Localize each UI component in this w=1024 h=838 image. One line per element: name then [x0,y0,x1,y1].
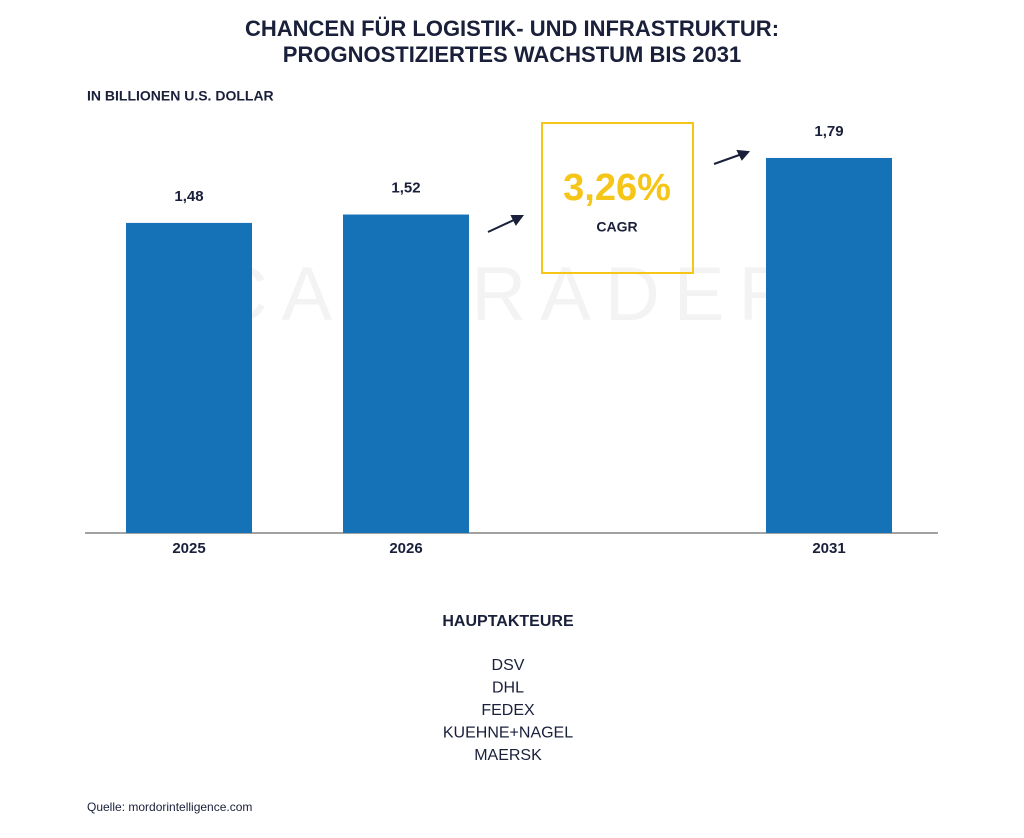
cagr-label: CAGR [596,219,637,235]
watermark: CAPTRADER [213,252,808,337]
x-tick-label: 2031 [812,540,845,557]
x-tick-label: 2025 [172,540,205,557]
player: MAERSK [474,747,542,764]
cagr-value: 3,26% [563,167,671,209]
bar [343,214,469,533]
x-tick-label: 2026 [389,540,422,557]
cagr-box [541,122,694,274]
chart-subtitle: IN BILLIONEN U.S. DOLLAR [87,88,274,104]
source: Quelle: mordorintelligence.com [87,800,252,814]
player: FEDEX [481,702,535,719]
chart-title: CHANCEN FÜR LOGISTIK- UND INFRASTRUKTUR: [245,16,779,41]
value-label: 1,52 [391,179,420,196]
value-label: 1,48 [174,188,203,205]
value-label: 1,79 [814,123,843,140]
player: DHL [492,680,524,697]
player: KUEHNE+NAGEL [443,725,573,742]
bar [126,222,252,533]
players-title: HAUPTAKTEURE [442,613,574,630]
bar [766,157,892,533]
player: DSV [492,657,525,674]
arrow [487,149,751,233]
chart-title: PROGNOSTIZIERTES WACHSTUM BIS 2031 [283,42,741,67]
